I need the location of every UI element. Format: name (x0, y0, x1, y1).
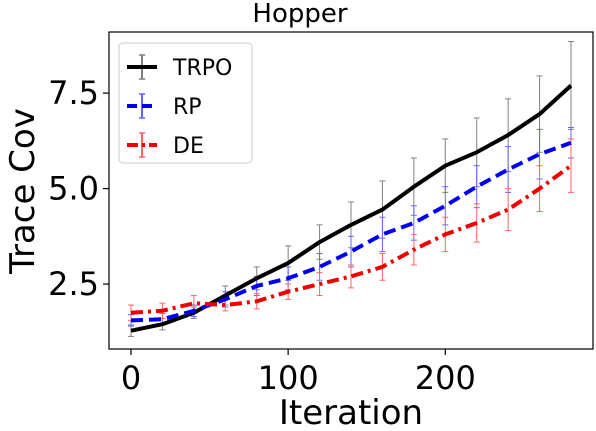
y-tick-label: 7.5 (48, 74, 99, 112)
legend-label: DE (173, 134, 204, 159)
plot-content (128, 41, 574, 337)
series-lines (130, 84, 573, 333)
x-tick-label: 100 (258, 359, 319, 397)
plot-frame (108, 31, 594, 350)
y-tick-label: 5.0 (48, 170, 99, 208)
x-axis-ticks: 0 100 200 (121, 349, 476, 397)
y-tick-label: 2.5 (48, 265, 99, 303)
legend: TRPO RP DE (118, 42, 253, 164)
chart-title: Hopper (252, 0, 347, 29)
legend-label: RP (173, 95, 202, 120)
x-tick-label: 200 (415, 359, 476, 397)
series-line-rp (130, 140, 572, 323)
series-line-de (130, 164, 573, 315)
x-axis-label: Iteration (279, 393, 423, 431)
legend-box (118, 42, 253, 164)
legend-label: TRPO (172, 56, 232, 81)
y-axis-label: Trace Cov (3, 108, 43, 275)
x-tick-label: 0 (121, 359, 141, 397)
y-axis-ticks: 2.5 5.0 7.5 (48, 74, 109, 303)
